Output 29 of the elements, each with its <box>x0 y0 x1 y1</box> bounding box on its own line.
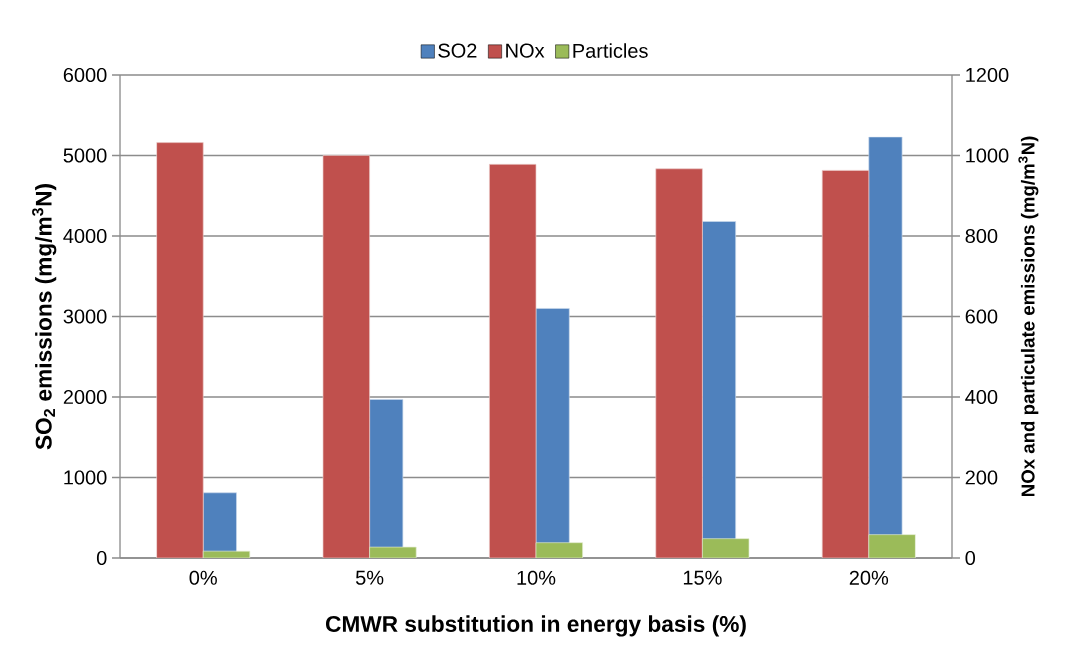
legend-label: SO2 <box>438 43 477 58</box>
y2-tick-label: 600 <box>965 309 998 324</box>
y-tick-label: 2000 <box>63 389 107 405</box>
x-tick-label: 0% <box>189 570 217 585</box>
y2-tick-label: 800 <box>965 228 998 244</box>
x-tick-label: 10% <box>517 570 556 585</box>
y2-tick-label: 400 <box>965 389 998 405</box>
y-tick-label: 1000 <box>64 470 107 485</box>
y-tick-label: 3000 <box>63 309 107 324</box>
x-tick-label: 15% <box>683 570 722 585</box>
y2-axis-title: NOx and particulate emissions (mg/m$^{3}$N) <box>1018 136 1039 497</box>
x-axis-title: CMWR substitution in energy basis (%) <box>325 615 746 637</box>
legend-label: Particles <box>573 43 648 58</box>
x-tick-label: 5% <box>355 570 384 585</box>
y-tick-label: 4000 <box>63 228 107 244</box>
bar <box>702 538 750 558</box>
legend-label: NOx <box>506 43 545 58</box>
bar <box>156 142 204 558</box>
x-tick-label: 20% <box>849 570 889 585</box>
bar <box>322 155 370 558</box>
y-tick-label: 0 <box>96 550 107 566</box>
y-tick-label: 5000 <box>63 148 107 163</box>
y2-tick-label: 0 <box>965 550 976 566</box>
bar <box>868 534 916 558</box>
y2-tick-label: 1000 <box>966 148 1009 163</box>
y-axis-title: SO$_{2}$ emissions (mg/m$^{3}$N) <box>32 184 57 450</box>
y2-tick-label: 200 <box>965 470 998 485</box>
y-tick-label: 6000 <box>63 67 107 83</box>
y2-tick-label: 1200 <box>966 67 1009 83</box>
